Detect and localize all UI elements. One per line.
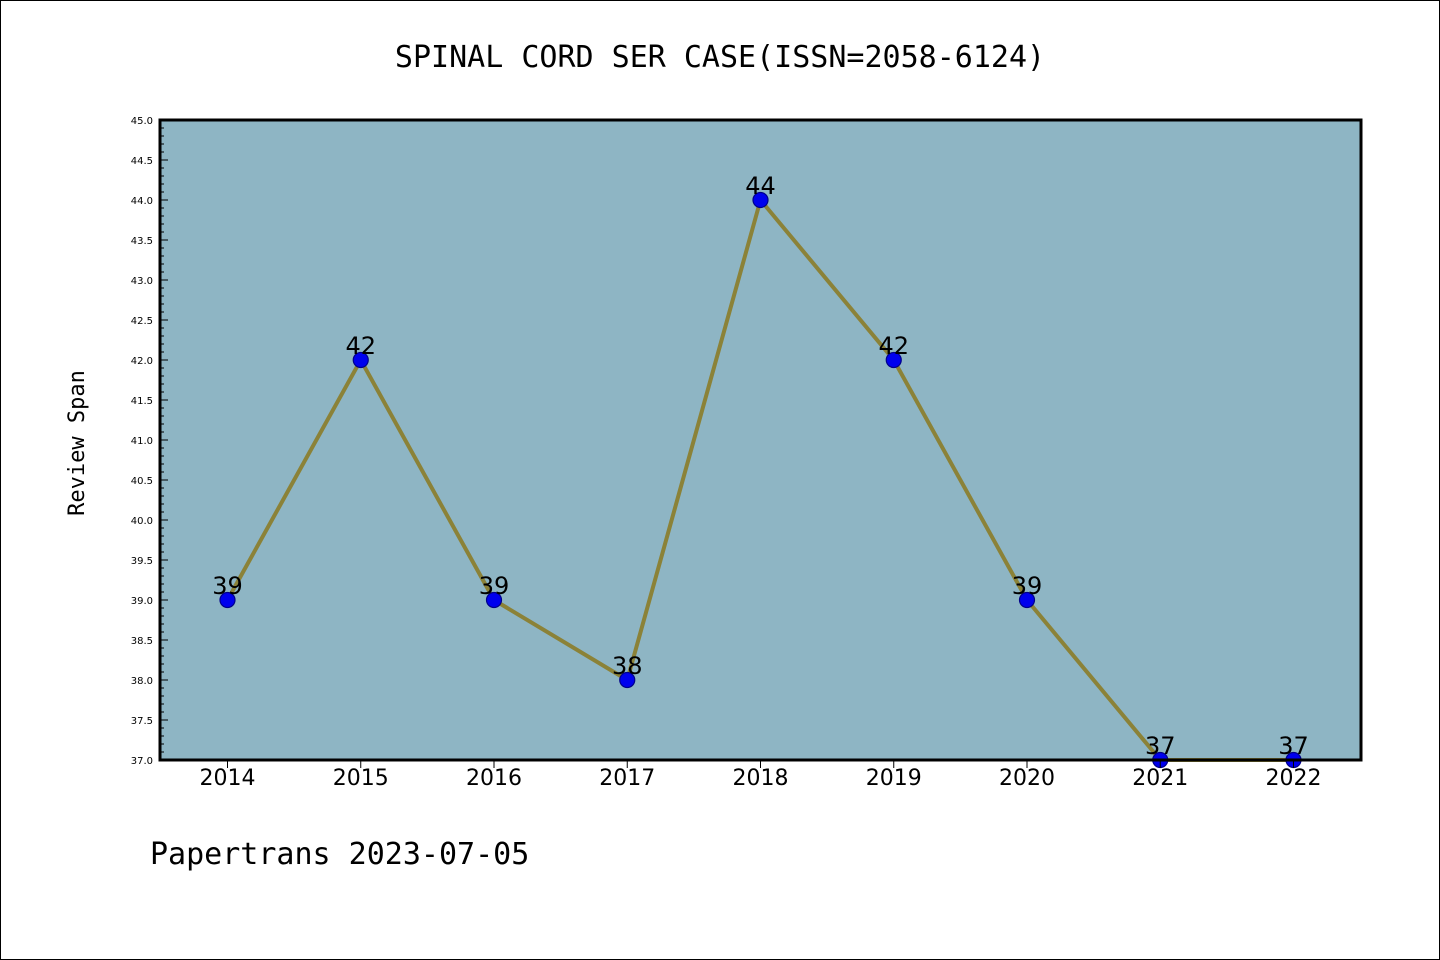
chart-title: SPINAL CORD SER CASE(ISSN=2058-6124): [395, 40, 1045, 75]
data-point: [1018, 591, 1036, 609]
x-tick-label: 2014: [200, 766, 256, 791]
data-label: 38: [612, 652, 643, 680]
y-tick-label: 42.0: [131, 356, 153, 367]
y-tick-label: 42.5: [131, 316, 153, 327]
y-tick-label: 40.0: [131, 516, 153, 527]
x-tick-label: 2021: [1132, 766, 1188, 791]
y-tick-label: 38.5: [131, 636, 153, 647]
data-label: 44: [745, 172, 776, 200]
y-tick-label: 41.5: [131, 396, 153, 407]
footer-text: Papertrans 2023-07-05: [150, 837, 529, 872]
plot-area: [160, 120, 1361, 760]
y-axis-label: Review Span: [65, 370, 90, 516]
y-tick-label: 40.5: [131, 476, 153, 487]
x-tick-label: 2018: [733, 766, 789, 791]
data-label: 37: [1145, 732, 1176, 760]
data-point: [619, 671, 636, 689]
x-tick-label: 2015: [333, 766, 389, 791]
data-label: 39: [212, 572, 243, 600]
y-tick-label: 38.0: [131, 676, 153, 687]
x-tick-label: 2022: [1266, 766, 1322, 791]
data-point: [485, 591, 503, 609]
y-tick-label: 43.5: [131, 236, 153, 247]
data-point: [752, 191, 769, 209]
x-tick-label: 2020: [999, 766, 1055, 791]
data-point: [352, 351, 369, 369]
y-tick-label: 39.5: [131, 556, 153, 567]
y-tick-label: 39.0: [131, 596, 153, 607]
data-label: 42: [345, 332, 376, 360]
data-label: 42: [878, 332, 909, 360]
x-tick-label: 2017: [599, 766, 655, 791]
axis-ticks: 37.0 37.5 38.0 38.5 39.0 39.5 40.0 40.5 41.0 41.5…: [131, 116, 1322, 791]
y-tick-label: 41.0: [131, 436, 153, 447]
y-tick-label: 43.0: [131, 276, 153, 287]
data-label: 39: [1012, 572, 1043, 600]
y-tick-label: 45.0: [131, 116, 153, 127]
data-point: [885, 351, 902, 369]
data-label: 39: [479, 572, 510, 600]
data-point: [219, 591, 236, 609]
data-label: 37: [1278, 732, 1309, 760]
y-tick-label: 44.0: [131, 196, 153, 207]
x-tick-label: 2019: [866, 766, 922, 791]
y-tick-label: 37.5: [131, 716, 153, 727]
y-tick-label: 44.5: [131, 156, 153, 167]
y-tick-label: 37.0: [131, 756, 153, 767]
x-tick-label: 2016: [466, 766, 522, 791]
chart-marks: 39 42 39 38 44 42 39 37 37: [212, 172, 1309, 769]
